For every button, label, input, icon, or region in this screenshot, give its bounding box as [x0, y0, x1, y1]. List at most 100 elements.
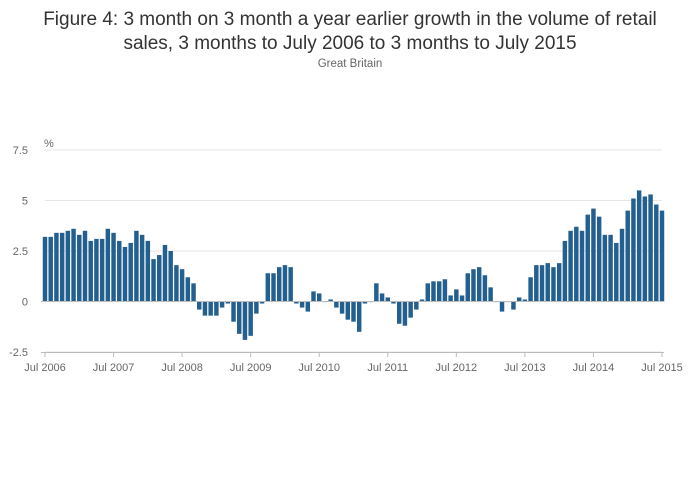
bar [351, 301, 356, 322]
bar [414, 301, 419, 310]
bar [534, 265, 539, 302]
x-tick-label: Jul 2015 [641, 362, 683, 374]
bar [585, 214, 590, 302]
bar [396, 301, 402, 324]
chart-title-line-2: sales, 3 months to July 2006 to 3 months… [123, 33, 577, 54]
bar [294, 301, 299, 304]
x-tick-label: Jul 2006 [24, 362, 66, 374]
bar [608, 234, 613, 302]
bar [574, 226, 579, 302]
bar [197, 301, 202, 310]
bar [174, 265, 179, 302]
bar [551, 267, 556, 302]
bar [122, 246, 128, 302]
bar [556, 263, 562, 302]
bar [99, 238, 105, 302]
bar [385, 297, 391, 302]
axes: -2.5 0 2.5 5 7.5% Jul 2006 Jul 2007 Jul 2008 Jul… [9, 138, 683, 374]
bar [54, 232, 59, 302]
bar [614, 242, 619, 302]
bar [208, 301, 213, 316]
bar [625, 210, 630, 302]
bar [202, 301, 208, 316]
bar [516, 297, 522, 302]
bar [419, 299, 425, 302]
bar [591, 208, 596, 302]
bar [642, 196, 648, 302]
bar [568, 230, 573, 302]
bar [59, 232, 65, 302]
bar [48, 236, 53, 302]
bar [562, 240, 568, 302]
bar [254, 301, 259, 314]
bar [436, 281, 442, 302]
chart-title-line-1: Figure 4: 3 month on 3 month a year earl… [43, 9, 657, 30]
bar [465, 273, 470, 302]
y-axis-unit-label: % [44, 138, 54, 150]
bar [134, 230, 139, 302]
bar [654, 204, 659, 302]
bar [345, 301, 351, 320]
bar [248, 301, 253, 336]
x-tick-label: Jul 2011 [367, 362, 408, 374]
bar [636, 190, 642, 302]
bar [442, 279, 448, 302]
bar [619, 228, 625, 302]
bar [545, 263, 550, 302]
x-tick-label: Jul 2014 [573, 362, 615, 374]
bar [391, 301, 396, 304]
bars [42, 190, 665, 340]
bar [402, 301, 408, 326]
bar [162, 244, 168, 302]
bar [522, 299, 528, 302]
bar [425, 283, 430, 302]
bar [271, 273, 276, 302]
bar [459, 295, 465, 302]
bar [128, 242, 133, 302]
bar [362, 301, 368, 304]
bar [471, 269, 476, 302]
bar [242, 301, 248, 340]
bar [408, 301, 413, 318]
bar [277, 267, 282, 302]
bar [105, 228, 111, 302]
y-tick-label: 7.5 [13, 145, 28, 157]
bar [511, 301, 516, 310]
bar [191, 283, 196, 302]
bar [139, 234, 145, 302]
bar [379, 293, 385, 302]
y-tick-label: 2.5 [13, 246, 28, 258]
bar [259, 301, 265, 304]
x-tick-label: Jul 2008 [161, 362, 203, 374]
bar [145, 240, 151, 302]
bar [151, 259, 156, 302]
bar [454, 289, 459, 302]
bar [482, 275, 488, 302]
x-tick-label: Jul 2009 [230, 362, 272, 374]
bar [157, 255, 162, 302]
bar [431, 281, 436, 302]
bar [231, 301, 236, 322]
bar [82, 230, 88, 302]
bar [88, 240, 93, 302]
bar [288, 267, 293, 302]
bar [596, 216, 602, 302]
bar [94, 238, 99, 302]
x-tick-label: Jul 2013 [504, 362, 546, 374]
bar [488, 287, 493, 302]
bar [648, 194, 653, 302]
bar [311, 291, 316, 302]
bar [334, 301, 339, 308]
bar [77, 234, 82, 302]
bar [305, 301, 311, 312]
bar [168, 251, 173, 302]
bar [117, 240, 122, 302]
bar [328, 299, 333, 302]
bar [659, 210, 665, 302]
y-tick-label: 0 [22, 297, 28, 309]
bar [237, 301, 242, 334]
bar [225, 301, 231, 304]
bar [528, 277, 533, 302]
bar [476, 267, 482, 302]
